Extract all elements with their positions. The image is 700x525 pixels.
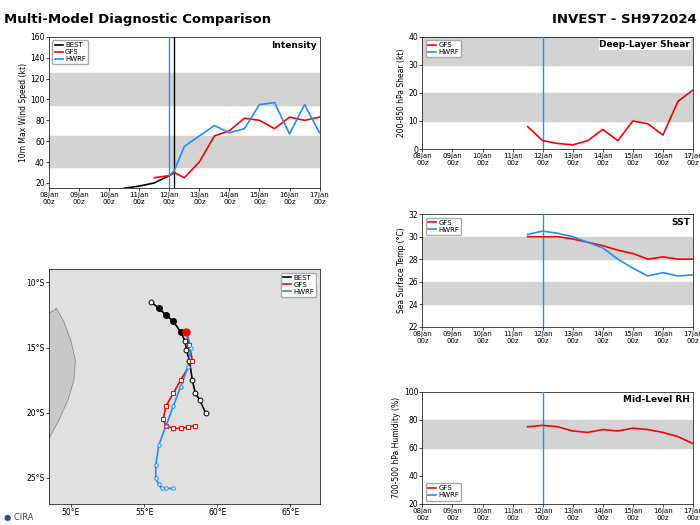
- Bar: [49, 136, 320, 167]
- Legend: BEST, GFS, HWRF: BEST, GFS, HWRF: [52, 40, 88, 65]
- Text: INVEST - SH972024: INVEST - SH972024: [552, 13, 696, 26]
- Legend: GFS, HWRF: GFS, HWRF: [426, 484, 461, 500]
- Bar: [422, 237, 693, 259]
- Bar: [422, 93, 693, 121]
- Text: Mid-Level RH: Mid-Level RH: [624, 395, 690, 404]
- Bar: [422, 281, 693, 304]
- Legend: GFS, HWRF: GFS, HWRF: [426, 40, 461, 57]
- Bar: [422, 37, 693, 65]
- Y-axis label: 700-500 hPa Humidity (%): 700-500 hPa Humidity (%): [392, 397, 401, 498]
- Text: ● CIRA: ● CIRA: [4, 513, 33, 522]
- Bar: [422, 420, 693, 448]
- Bar: [49, 74, 320, 104]
- Legend: BEST, GFS, HWRF: BEST, GFS, HWRF: [281, 273, 316, 297]
- Text: Intensity: Intensity: [272, 41, 317, 50]
- Text: Deep-Layer Shear: Deep-Layer Shear: [599, 40, 690, 49]
- Text: Multi-Model Diagnostic Comparison: Multi-Model Diagnostic Comparison: [4, 13, 271, 26]
- Polygon shape: [0, 308, 76, 485]
- Y-axis label: 10m Max Wind Speed (kt): 10m Max Wind Speed (kt): [19, 63, 27, 162]
- Y-axis label: Sea Surface Temp (°C): Sea Surface Temp (°C): [397, 227, 406, 313]
- Legend: GFS, HWRF: GFS, HWRF: [426, 218, 461, 235]
- Text: SST: SST: [671, 217, 690, 227]
- Text: Track: Track: [290, 276, 317, 285]
- Y-axis label: 200-850 hPa Shear (kt): 200-850 hPa Shear (kt): [397, 49, 406, 137]
